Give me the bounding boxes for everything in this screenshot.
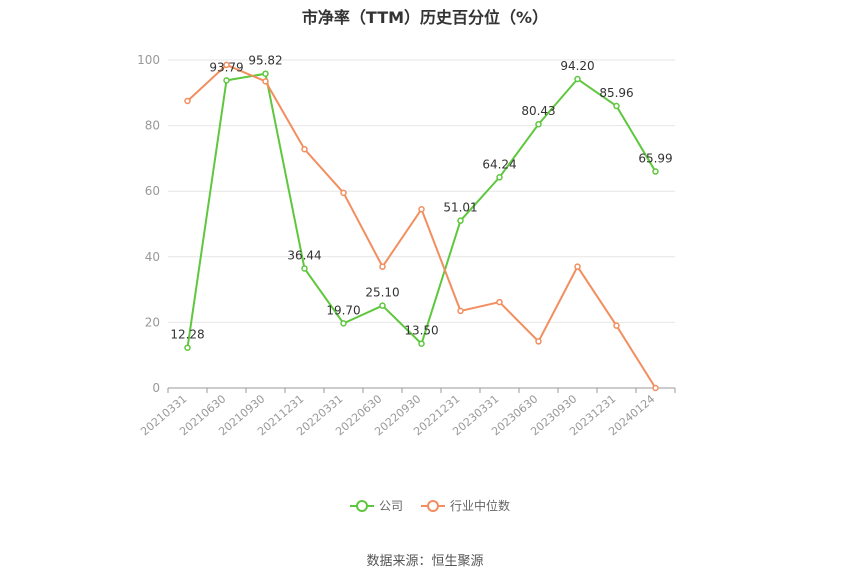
data-point	[496, 174, 503, 181]
data-label: 85.96	[599, 86, 633, 100]
data-point	[184, 344, 191, 351]
legend-marker	[356, 500, 368, 512]
data-point	[574, 263, 581, 270]
y-tick-label: 0	[152, 381, 160, 395]
series-lines	[184, 61, 659, 392]
data-point	[418, 205, 425, 213]
y-tick-label: 100	[137, 53, 160, 67]
data-point	[457, 307, 464, 315]
data-point	[613, 322, 620, 329]
data-point	[301, 145, 308, 153]
data-point	[262, 78, 269, 85]
grid-lines	[168, 59, 675, 323]
data-label: 95.82	[248, 54, 282, 68]
x-axis: 2021033120210630202109302021123120220331…	[138, 387, 676, 438]
data-point	[535, 120, 542, 128]
chart-title: 市净率（TTM）历史百分位（%）	[301, 8, 549, 27]
y-axis: 0 20 40 60 80 100	[137, 53, 160, 395]
legend-marker	[427, 500, 439, 512]
y-tick-label: 40	[145, 250, 160, 264]
data-point	[457, 217, 464, 224]
data-source-note: 数据来源：恒生聚源	[366, 554, 484, 569]
data-point	[535, 338, 542, 345]
data-label: 12.28	[170, 328, 204, 342]
data-label: 25.10	[365, 286, 399, 300]
data-point	[379, 263, 386, 270]
data-point	[574, 75, 581, 83]
data-label: 64.24	[482, 157, 516, 171]
data-label: 94.20	[560, 59, 594, 73]
data-point	[418, 340, 425, 347]
data-point	[613, 102, 620, 110]
data-label: 93.79	[209, 60, 243, 74]
data-point	[496, 298, 503, 306]
data-label: 36.44	[287, 248, 321, 262]
data-label: 13.50	[404, 324, 438, 338]
data-point	[340, 189, 347, 197]
data-point	[340, 320, 347, 327]
data-label: 65.99	[638, 152, 672, 166]
data-label: 51.01	[443, 201, 477, 215]
data-labels: 12.28 93.79 95.82 36.44 19.70 25.10 13.50 51.01…	[170, 54, 672, 342]
legend: 公司 行业中位数	[350, 498, 510, 513]
y-tick-label: 60	[145, 184, 160, 198]
data-point	[223, 61, 230, 69]
y-tick-label: 20	[145, 315, 160, 329]
y-tick-label: 80	[145, 119, 160, 133]
data-point	[652, 384, 659, 392]
legend-label: 行业中位数	[450, 498, 510, 513]
legend-label: 公司	[379, 499, 403, 513]
data-label: 80.43	[521, 104, 555, 118]
data-point	[301, 265, 308, 272]
series-line	[186, 63, 657, 389]
data-label: 19.70	[326, 303, 360, 317]
data-point	[262, 70, 269, 77]
data-point	[223, 77, 230, 84]
data-point	[184, 97, 191, 105]
data-point	[652, 168, 659, 175]
data-point	[379, 302, 386, 309]
